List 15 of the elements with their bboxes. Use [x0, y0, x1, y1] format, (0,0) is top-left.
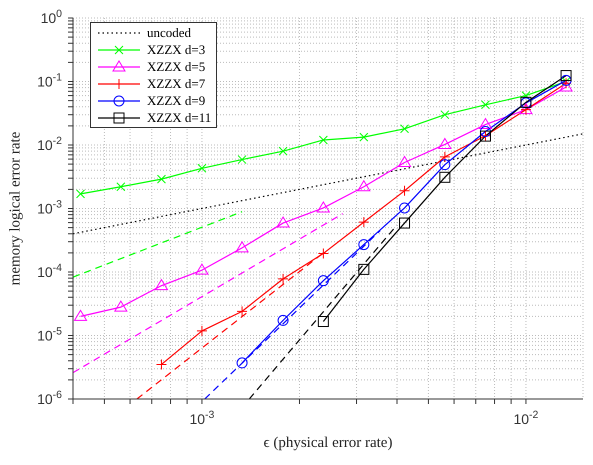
y-tick-label: 10$^{-1}$ [37, 72, 62, 90]
y-tick-label: 10$^{0}$ [40, 8, 62, 26]
legend-label: XZZX d=3 [147, 42, 206, 58]
x-axis-title: ϵ (physical error rate) [264, 435, 392, 451]
legend-label: XZZX d=9 [147, 92, 206, 108]
legend-label: XZZX d=5 [147, 58, 206, 74]
legend-label: uncoded [147, 24, 192, 40]
legend-label: XZZX d=7 [147, 76, 206, 92]
y-tick-label: 10$^{-5}$ [37, 326, 62, 344]
y-tick-label: 10$^{-3}$ [37, 198, 62, 216]
y-axis-title: memory logical error rate [7, 131, 24, 286]
y-tick-label: 10$^{-6}$ [37, 389, 62, 407]
legend-label: XZZX d=11 [147, 110, 212, 126]
y-tick-label: 10$^{-4}$ [37, 262, 62, 280]
y-tick-label: 10$^{-2}$ [37, 135, 62, 153]
